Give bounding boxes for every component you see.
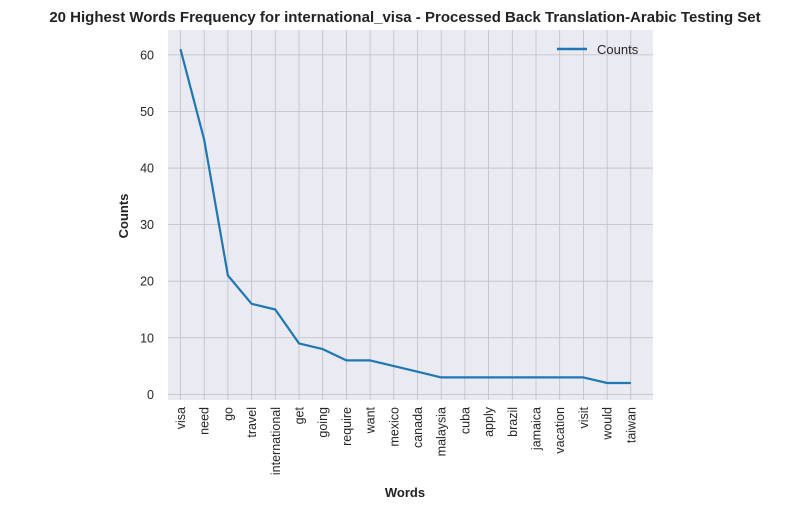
x-tick-label: visa <box>174 407 188 429</box>
x-tick-label: travel <box>245 407 259 438</box>
y-tick-label: 10 <box>140 331 154 345</box>
x-tick-label: cuba <box>458 407 472 434</box>
x-tick-label: going <box>316 407 330 438</box>
x-tick-label: taiwan <box>624 407 638 443</box>
series-line-counts <box>179 48 631 385</box>
plot-area <box>168 30 653 400</box>
x-tick-label: want <box>364 406 378 434</box>
x-tick-label: apply <box>482 406 496 437</box>
x-tick-label: canada <box>411 407 425 448</box>
x-tick-label: get <box>293 406 307 424</box>
y-tick-label: 20 <box>140 275 154 289</box>
x-tick-label: vacation <box>553 407 567 454</box>
x-tick-label: brazil <box>506 407 520 437</box>
y-tick-label: 30 <box>140 218 154 232</box>
x-tick-label: jamaica <box>530 407 544 451</box>
x-tick-label: need <box>198 407 212 435</box>
x-tick-label: go <box>221 407 235 421</box>
x-axis-ticks: visa need go travel international get going req… <box>174 406 638 475</box>
y-tick-label: 50 <box>140 105 154 119</box>
y-axis-ticks: 0 10 20 30 40 50 60 <box>140 48 154 401</box>
y-axis-label: Counts <box>116 194 131 239</box>
y-tick-label: 0 <box>147 388 154 402</box>
chart-title: 20 Highest Words Frequency for internati… <box>49 9 760 26</box>
grid <box>168 30 653 400</box>
x-tick-label: international <box>269 407 283 475</box>
x-tick-label: visit <box>577 406 591 428</box>
x-tick-label: mexico <box>387 407 401 447</box>
x-axis-label: Words <box>385 485 425 500</box>
x-tick-label: malaysia <box>435 407 449 456</box>
x-tick-label: require <box>340 407 354 446</box>
legend-label: Counts <box>597 42 639 57</box>
x-tick-label: would <box>601 407 615 441</box>
y-tick-label: 40 <box>140 162 154 176</box>
y-tick-label: 60 <box>140 48 154 62</box>
legend: Counts <box>557 42 639 57</box>
